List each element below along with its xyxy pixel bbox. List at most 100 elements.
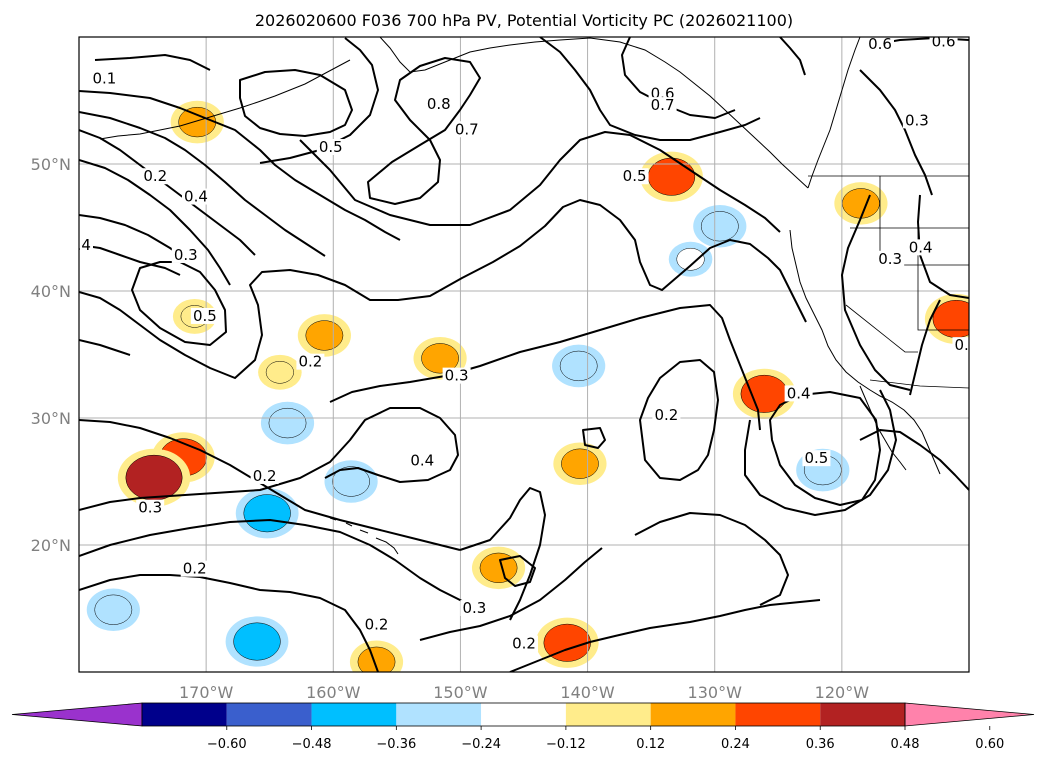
contour-label-bg xyxy=(652,407,681,423)
contour-label-bg xyxy=(452,121,481,138)
contour-line xyxy=(367,57,481,205)
contour-line xyxy=(259,37,379,164)
colorbar-segment xyxy=(820,703,905,726)
shaded-area xyxy=(700,211,739,242)
contour-label-bg xyxy=(620,168,649,185)
contour-label: 0.4 xyxy=(410,452,434,470)
contour-label-bg xyxy=(136,499,165,516)
contour-label: 0.4 xyxy=(787,384,811,402)
contour-line xyxy=(639,359,719,481)
contour-line xyxy=(859,69,933,196)
contour-line xyxy=(239,69,353,137)
map-frame xyxy=(78,36,970,673)
contour-label-bg xyxy=(442,367,471,384)
contour-label: 0.2 xyxy=(143,167,167,185)
shaded-area xyxy=(233,622,281,661)
contour-label-bg xyxy=(79,236,93,253)
shaded-area xyxy=(740,374,788,413)
colorbar-segment xyxy=(565,703,651,726)
contour-label-bg xyxy=(460,600,489,617)
colorbar-tick-label: 0.24 xyxy=(721,737,750,752)
contour-label: 0.3 xyxy=(905,111,929,129)
y-tick-label: 40°N xyxy=(31,282,71,301)
colorbar-segment xyxy=(735,703,821,726)
y-tick-label: 20°N xyxy=(31,536,71,555)
state-border-4 xyxy=(845,304,918,353)
contour-line xyxy=(859,429,969,491)
contour-line xyxy=(79,111,326,257)
contour-label-bg xyxy=(250,467,279,484)
colorbar: −0.60 −0.48 −0.36 −0.24 −0.12 0.12 0.24 0.36 0.4… xyxy=(11,702,1035,752)
contour-line xyxy=(79,129,256,256)
state-border-3 xyxy=(917,228,969,331)
contour-line xyxy=(909,299,941,396)
aleutian-coastline xyxy=(99,59,351,140)
contour-line xyxy=(634,512,789,606)
x-tick-label: 170°W xyxy=(179,683,234,702)
colorbar-tick-label: 0.36 xyxy=(806,737,835,752)
contour-line xyxy=(79,574,379,672)
contour-label: 0.4 xyxy=(909,238,933,256)
contour-label: 0.3 xyxy=(174,246,198,264)
coastlines xyxy=(99,37,941,555)
contour-label-bg xyxy=(408,452,437,469)
contour-label: 0.2 xyxy=(955,336,979,354)
colorbar-tick-label: −0.24 xyxy=(461,737,501,752)
contour-label: 0.6 xyxy=(868,35,892,53)
contour-line xyxy=(79,199,807,379)
pv-contours xyxy=(79,37,969,672)
contour-line xyxy=(79,519,481,611)
contour-label-bg xyxy=(171,246,200,263)
contour-label: 0.5 xyxy=(623,167,647,185)
contour-label: 0.5 xyxy=(193,307,217,325)
colorbar-segment xyxy=(396,703,482,726)
shaded-area xyxy=(932,299,969,338)
contour-label-bg xyxy=(784,385,813,402)
contour-label: 0.2 xyxy=(512,635,536,653)
shaded-area xyxy=(559,350,598,382)
contour-line xyxy=(329,304,761,431)
contour-labels: 0.10.20.40.40.30.50.50.80.70.60.70.6 0.60… xyxy=(67,35,979,653)
contour-line xyxy=(917,194,969,299)
contour-label-bg xyxy=(906,239,935,256)
contour-label: 0.4 xyxy=(67,236,91,254)
y-tick-label: 30°N xyxy=(31,409,71,428)
contour-line xyxy=(841,194,911,391)
contour-line xyxy=(79,90,401,241)
colorbar-segment xyxy=(311,703,397,726)
axis-ticks: 170°W 160°W 150°W 140°W 130°W 120°W 20°N 30°N 40… xyxy=(31,155,870,702)
contour-label-bg xyxy=(190,307,219,324)
colorbar-tick-label: −0.48 xyxy=(292,737,332,752)
shaded-area xyxy=(178,106,217,138)
contour-label-bg xyxy=(316,139,345,156)
x-tick-label: 140°W xyxy=(560,683,615,702)
contour-label: 0.7 xyxy=(651,96,675,114)
contour-label: 0.5 xyxy=(804,449,828,467)
shaded-area xyxy=(332,466,370,497)
contour-label-bg xyxy=(648,97,677,114)
x-tick-label: 120°W xyxy=(815,683,870,702)
contour-line xyxy=(299,131,781,233)
contour-label-bg xyxy=(296,353,325,370)
colorbar-segment xyxy=(226,703,312,726)
colorbar-frame xyxy=(141,702,906,727)
contour-label: 0.3 xyxy=(445,367,469,385)
contour-label: 0.3 xyxy=(878,250,902,268)
contour-label-bg xyxy=(929,37,958,50)
shading-layer xyxy=(86,100,969,672)
baja-coastline xyxy=(859,385,907,471)
shaded-area xyxy=(268,407,307,439)
contour-line xyxy=(79,244,181,276)
colorbar-tick-label: 0.48 xyxy=(891,737,920,752)
contour-label-bg xyxy=(902,112,931,129)
contour-label: 0.2 xyxy=(183,560,207,578)
shaded-area xyxy=(842,188,880,219)
contour-label: 0.2 xyxy=(298,353,322,371)
contour-line xyxy=(744,389,897,516)
shaded-area xyxy=(421,343,459,374)
contour-label: 0.2 xyxy=(253,467,277,485)
contour-line xyxy=(779,37,806,76)
shaded-area xyxy=(561,448,599,479)
shaded-area xyxy=(265,360,294,384)
